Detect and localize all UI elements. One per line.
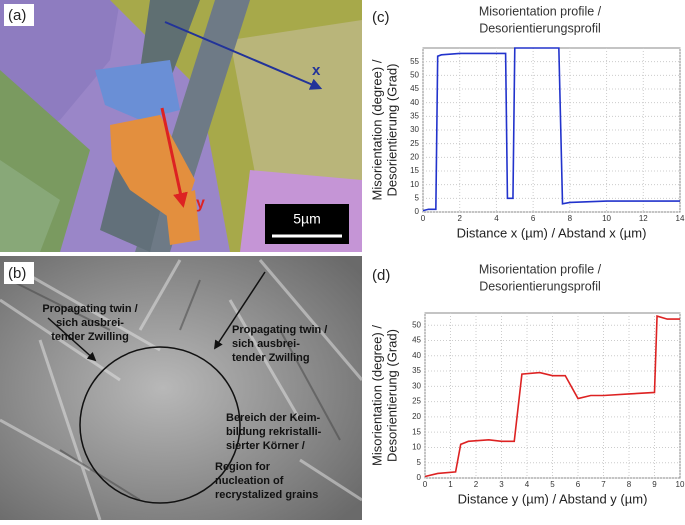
chart-title: Misorientation profile / bbox=[479, 4, 602, 18]
panel-label: (d) bbox=[372, 267, 390, 284]
annotation: nucleation of bbox=[215, 475, 284, 487]
x-axis-label: Distance y (µm) / Abstand y (µm) bbox=[458, 491, 648, 506]
y-tick-label: 0 bbox=[415, 207, 420, 216]
x-tick-label: 14 bbox=[676, 214, 685, 223]
panel-label: (c) bbox=[372, 9, 390, 26]
y-tick-label: 15 bbox=[412, 427, 421, 436]
y-tick-label: 5 bbox=[415, 193, 420, 202]
y-tick-label: 35 bbox=[412, 366, 421, 375]
direction-label: x bbox=[312, 62, 321, 79]
y-tick-label: 35 bbox=[410, 111, 419, 120]
x-axis-label: Distance x (µm) / Abstand x (µm) bbox=[457, 225, 647, 240]
x-tick-label: 10 bbox=[676, 480, 685, 489]
x-tick-label: 4 bbox=[525, 480, 530, 489]
annotation: Bereich der Keim- bbox=[226, 412, 320, 424]
annotation: recrystalized grains bbox=[215, 489, 318, 501]
y-tick-label: 25 bbox=[412, 397, 421, 406]
y-tick-label: 30 bbox=[410, 125, 419, 134]
scale-label: 5µm bbox=[293, 211, 321, 227]
x-tick-label: 1 bbox=[448, 480, 453, 489]
y-axis-label: Misorientation (degree) / bbox=[369, 325, 384, 466]
x-tick-label: 12 bbox=[639, 214, 648, 223]
y-tick-label: 40 bbox=[412, 351, 421, 360]
y-tick-label: 45 bbox=[412, 336, 421, 345]
x-tick-label: 5 bbox=[550, 480, 555, 489]
y-tick-label: 40 bbox=[410, 98, 419, 107]
annotation: tender Zwilling bbox=[51, 331, 129, 343]
x-tick-label: 7 bbox=[601, 480, 606, 489]
annotation: tender Zwilling bbox=[232, 352, 310, 364]
y-tick-label: 50 bbox=[412, 320, 421, 329]
y-tick-label: 25 bbox=[410, 139, 419, 148]
y-tick-label: 20 bbox=[412, 412, 421, 421]
y-tick-label: 30 bbox=[412, 381, 421, 390]
x-tick-label: 6 bbox=[576, 480, 581, 489]
y-tick-label: 55 bbox=[410, 57, 419, 66]
annotation: sich ausbrei- bbox=[232, 338, 300, 350]
x-tick-label: 2 bbox=[457, 214, 462, 223]
x-tick-label: 0 bbox=[421, 214, 426, 223]
sem-image bbox=[0, 256, 362, 520]
page: {"chart_data": [ {"type": "line", "panel… bbox=[0, 0, 685, 520]
y-axis-label: Desorientierung (Grad) bbox=[384, 329, 399, 462]
x-tick-label: 8 bbox=[568, 214, 573, 223]
y-axis-label: Misorientation (degree) / bbox=[369, 59, 384, 200]
y-tick-label: 10 bbox=[412, 443, 421, 452]
x-tick-label: 8 bbox=[627, 480, 632, 489]
figure: (a) x y 5µm (b) Propagating twin / sich a… bbox=[0, 0, 685, 520]
y-tick-label: 10 bbox=[410, 180, 419, 189]
x-tick-label: 6 bbox=[531, 214, 536, 223]
x-tick-label: 3 bbox=[499, 480, 504, 489]
x-tick-label: 2 bbox=[474, 480, 479, 489]
annotation: sierter Körner / bbox=[226, 440, 305, 452]
y-tick-label: 0 bbox=[417, 473, 422, 482]
y-tick-label: 50 bbox=[410, 70, 419, 79]
chart-title: Desorientierungsprofil bbox=[479, 279, 601, 293]
x-tick-label: 9 bbox=[652, 480, 657, 489]
annotation: sich ausbrei- bbox=[56, 317, 124, 329]
chart-title: Desorientierungsprofil bbox=[479, 21, 601, 35]
direction-label: y bbox=[196, 195, 205, 212]
y-tick-label: 5 bbox=[417, 458, 422, 467]
annotation: Propagating twin / bbox=[232, 324, 327, 336]
annotation: bildung rekristalli- bbox=[226, 426, 322, 438]
y-tick-label: 45 bbox=[410, 84, 419, 93]
x-tick-label: 4 bbox=[494, 214, 499, 223]
panel-label: (a) bbox=[8, 7, 26, 24]
annotation: Region for bbox=[215, 461, 271, 473]
chart-title: Misorientation profile / bbox=[479, 262, 602, 276]
plot-area bbox=[423, 48, 680, 212]
x-tick-label: 0 bbox=[423, 480, 428, 489]
annotation: Propagating twin / bbox=[42, 303, 137, 315]
y-tick-label: 20 bbox=[410, 152, 419, 161]
y-axis-label: Desorientierung (Grad) bbox=[384, 64, 399, 197]
x-tick-label: 10 bbox=[602, 214, 611, 223]
y-tick-label: 15 bbox=[410, 166, 419, 175]
panel-label: (b) bbox=[8, 265, 26, 282]
